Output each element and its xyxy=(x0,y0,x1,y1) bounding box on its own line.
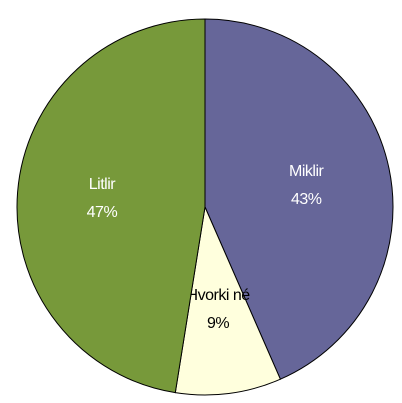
slice-value-label: 47% xyxy=(87,204,118,221)
slice-label: Miklir xyxy=(289,163,324,180)
slice-label: Hvorki né xyxy=(187,287,251,304)
pie-slice xyxy=(174,205,282,396)
slice-label: Litlir xyxy=(89,176,117,193)
slice-value-label: 9% xyxy=(207,315,229,332)
pie-slice xyxy=(204,18,394,380)
pie-slice xyxy=(16,18,206,394)
slice-value-label: 43% xyxy=(291,191,322,208)
